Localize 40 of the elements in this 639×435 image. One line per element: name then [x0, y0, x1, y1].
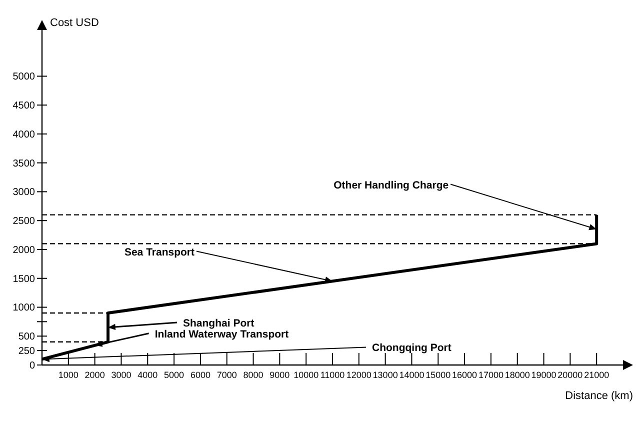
x-tick-label: 9000 — [270, 370, 290, 380]
x-tick-label: 17000 — [478, 370, 504, 380]
y-tick-label: 2000 — [12, 244, 36, 256]
annotation: Sea Transport — [124, 246, 195, 258]
x-tick-label: 19000 — [531, 370, 556, 380]
y-tick-label: 500 — [18, 332, 36, 343]
y-tick-label: 0 — [29, 360, 36, 372]
x-tick-label: 2000 — [84, 370, 105, 380]
y-tick-label: 250 — [18, 346, 36, 358]
x-tick-label: 20000 — [558, 370, 583, 380]
x-tick-label: 6000 — [190, 370, 210, 380]
x-axis-title: Distance (km) — [565, 390, 633, 402]
annotation: Chongqing Port — [372, 342, 452, 354]
x-tick-label: 13000 — [372, 370, 398, 380]
annotation: Inland Waterway Transport — [154, 328, 290, 340]
x-tick-label: 8000 — [243, 370, 264, 380]
y-tick-label: 3000 — [12, 187, 36, 198]
x-tick-label: 12000 — [346, 370, 372, 380]
x-tick-label: 11000 — [320, 370, 345, 380]
y-tick-label: 4000 — [12, 129, 36, 140]
y-tick-label: 2500 — [12, 216, 36, 228]
x-tick-label: 10000 — [294, 370, 319, 380]
x-tick-label: 4000 — [138, 370, 158, 380]
x-tick-label: 3000 — [111, 370, 132, 380]
y-tick-label: 1500 — [12, 274, 36, 285]
y-axis-title: Cost USD — [50, 17, 99, 29]
y-tick-label: 5000 — [12, 72, 36, 83]
x-tick-label: 5000 — [164, 370, 184, 380]
x-tick-label: 7000 — [216, 370, 237, 380]
x-tick-label: 15000 — [426, 370, 451, 380]
x-tick-label: 16000 — [452, 370, 478, 380]
x-tick-label: 1000 — [58, 370, 78, 380]
y-tick-label: 4500 — [12, 100, 36, 112]
y-tick-label: 1000 — [12, 302, 36, 314]
y-tick-label: 3500 — [12, 158, 36, 170]
annotation: Other Handling Charge — [334, 179, 449, 192]
annotation: Shanghai Port — [183, 317, 255, 330]
x-tick-label: 21000 — [584, 370, 610, 380]
x-tick-label: 14000 — [399, 370, 424, 380]
x-tick-label: 18000 — [504, 370, 530, 380]
